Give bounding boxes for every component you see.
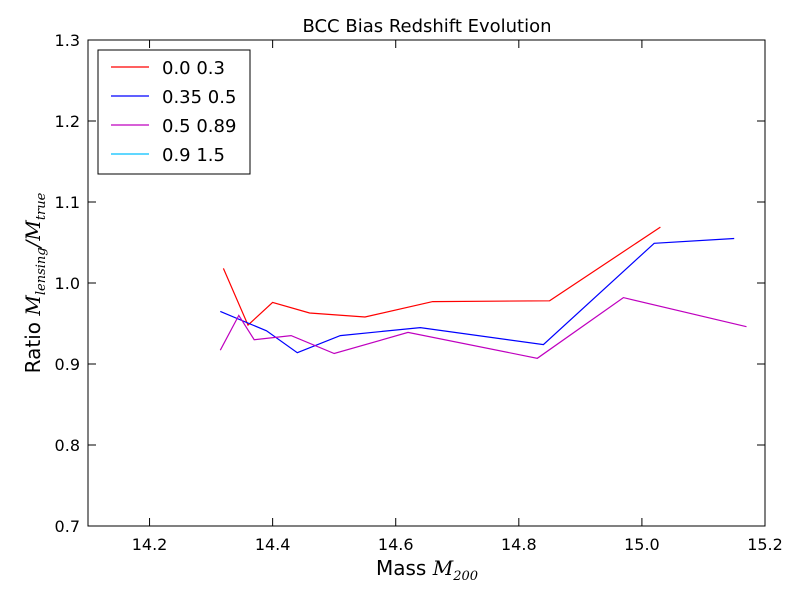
legend-label: 0.35 0.5 [162,87,236,108]
series-line [220,237,735,354]
y-axis-label-num: M [21,295,45,317]
x-tick-label: 14.8 [501,535,537,554]
y-axis: 0.7 0.8 0.9 1.0 1.1 1.2 1.3 [55,31,765,536]
x-tick-label: 14.4 [255,535,291,554]
x-tick-label: 15.2 [747,535,783,554]
y-tick-label: 1.0 [55,274,80,293]
y-axis-label-den-sub: true [34,192,49,220]
x-tick-label: 15.0 [624,535,660,554]
legend-label: 0.0 0.3 [162,58,225,79]
legend-box [97,49,251,175]
x-axis-label-text: Mass [376,556,426,580]
x-axis-label-math: M [432,556,454,580]
legend: 0.0 0.3 0.35 0.5 0.5 0.89 0.9 1.5 [97,49,251,175]
series-layer [219,226,747,359]
x-tick-label: 14.2 [132,535,168,554]
y-tick-label: 0.7 [55,517,80,536]
y-axis-label-text: Ratio [21,322,45,373]
y-tick-label: 1.1 [55,193,80,212]
y-tick-label: 1.3 [55,31,80,50]
y-tick-label: 0.8 [55,436,80,455]
legend-label: 0.9 1.5 [162,145,225,166]
y-axis-label: Ratio Mlensing/Mtrue [21,192,49,373]
x-tick-label: 14.6 [378,535,414,554]
y-tick-label: 1.2 [55,112,80,131]
legend-label: 0.5 0.89 [162,116,236,137]
chart-title: BCC Bias Redshift Evolution [302,16,551,37]
series-line [219,296,747,359]
x-axis-label-math-sub: 200 [452,569,478,584]
x-axis-label: Mass M200 [376,556,478,584]
series-line [222,226,661,327]
y-axis-label-den: M [21,220,45,242]
x-axis: 14.2 14.4 14.6 14.8 15.0 15.2 [132,40,783,554]
y-axis-label-slash: / [21,238,45,249]
y-tick-label: 0.9 [55,355,80,374]
y-axis-label-num-sub: lensing [34,247,49,295]
